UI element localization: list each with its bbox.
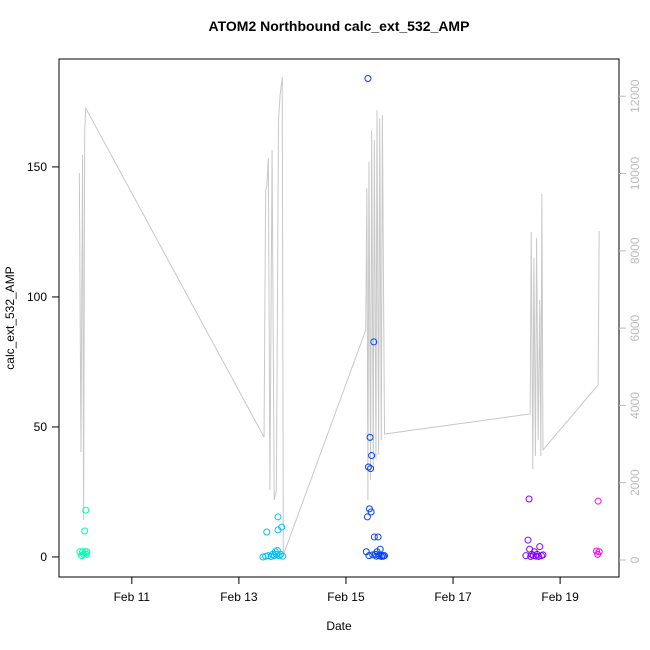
point	[594, 497, 602, 505]
point	[365, 552, 373, 560]
point	[278, 523, 286, 531]
point	[83, 548, 91, 556]
point	[595, 548, 603, 556]
point	[363, 513, 371, 521]
point	[364, 75, 372, 83]
point	[82, 550, 90, 558]
point	[274, 513, 282, 521]
point	[368, 452, 376, 460]
y2-tick-label: 12000	[628, 79, 642, 113]
y2-tick-label: 10000	[628, 157, 642, 191]
point	[536, 543, 544, 551]
x-axis-title: Date	[326, 619, 352, 633]
x-tick-label: Feb 11	[114, 590, 151, 604]
y2-tick-label: 0	[628, 556, 642, 563]
y2-tick-label: 8000	[628, 237, 642, 264]
x-tick-label: Feb 15	[327, 590, 365, 604]
y2-tick-label: 4000	[628, 392, 642, 419]
point	[263, 528, 271, 536]
x-tick-label: Feb 19	[541, 590, 579, 604]
point	[370, 338, 378, 346]
point	[82, 506, 90, 514]
point	[364, 463, 372, 471]
point	[525, 495, 533, 503]
y-tick-label: 0	[40, 550, 47, 564]
y-tick-label: 100	[27, 290, 47, 304]
point	[539, 551, 547, 559]
point	[279, 552, 287, 560]
y-axis-title: calc_ext_532_AMP	[3, 266, 17, 369]
x-tick-label: Feb 13	[220, 590, 258, 604]
point	[370, 533, 378, 541]
point	[277, 550, 285, 558]
chart-title: ATOM2 Northbound calc_ext_532_AMP	[209, 18, 470, 34]
y-tick-label: 50	[34, 420, 48, 434]
y2-tick-label: 2000	[628, 469, 642, 496]
point	[529, 552, 537, 560]
point	[366, 433, 374, 441]
x-tick-label: Feb 17	[434, 590, 472, 604]
point	[367, 465, 375, 473]
y-tick-label: 150	[27, 160, 47, 174]
point	[275, 552, 283, 560]
point	[374, 533, 382, 541]
y2-tick-label: 6000	[628, 314, 642, 341]
point	[376, 545, 384, 553]
point	[262, 552, 270, 560]
point	[381, 552, 389, 560]
line-series	[78, 76, 600, 556]
plot-frame	[58, 58, 620, 578]
point	[81, 527, 89, 535]
point	[367, 508, 375, 516]
point	[524, 536, 532, 544]
